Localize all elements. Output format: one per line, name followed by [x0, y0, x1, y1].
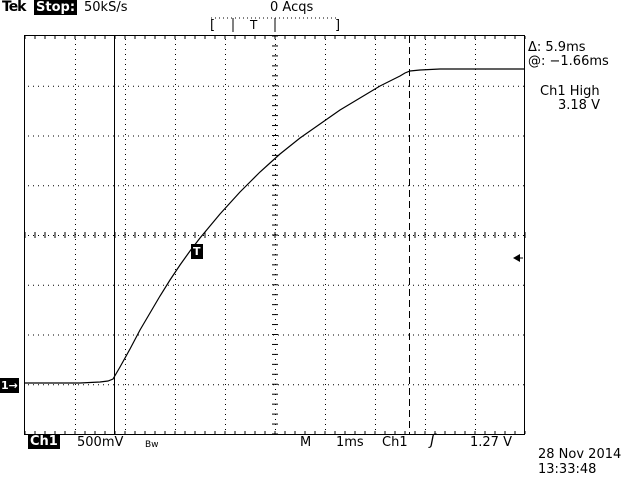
trigger-slope-icon: ʃ — [430, 431, 436, 449]
graticule-center-ticks — [24, 35, 526, 435]
timebase-label: M — [300, 435, 312, 450]
measurement-value: 3.18 V — [558, 98, 600, 113]
svg-text:]: ] — [335, 18, 340, 33]
acquisition-state: Stop: — [34, 0, 78, 15]
capture-time: 13:33:48 — [538, 462, 597, 477]
bandwidth-limit-indicator: Bw — [145, 440, 159, 450]
graticule-dots — [28, 39, 524, 430]
capture-date: 28 Nov 2014 — [538, 447, 622, 462]
cursor-delta: Δ: 5.9ms — [528, 40, 586, 55]
ch1-ground-marker: 1→ — [0, 378, 19, 393]
ch1-waveform — [25, 68, 524, 384]
measurement-name: Ch1 High — [540, 84, 600, 99]
sample-rate: 50kS/s — [84, 0, 128, 15]
trigger-level-arrow — [513, 254, 520, 262]
timebase-value: 1ms — [336, 435, 364, 450]
brand-logo: Tek — [2, 0, 26, 15]
acquisition-count: 0 Acqs — [270, 0, 314, 15]
trigger-point-marker: T — [191, 244, 203, 259]
volts-per-div: 500mV — [77, 435, 124, 450]
svg-text:[: [ — [210, 18, 215, 33]
trigger-level: 1.27 V — [470, 435, 512, 450]
trigger-source: Ch1 — [382, 435, 408, 450]
record-trigger-marker: T — [249, 18, 258, 32]
channel-label: Ch1 — [28, 434, 60, 449]
cursor-position: @: −1.66ms — [528, 54, 609, 69]
record-bar: [ ] T — [210, 17, 340, 33]
